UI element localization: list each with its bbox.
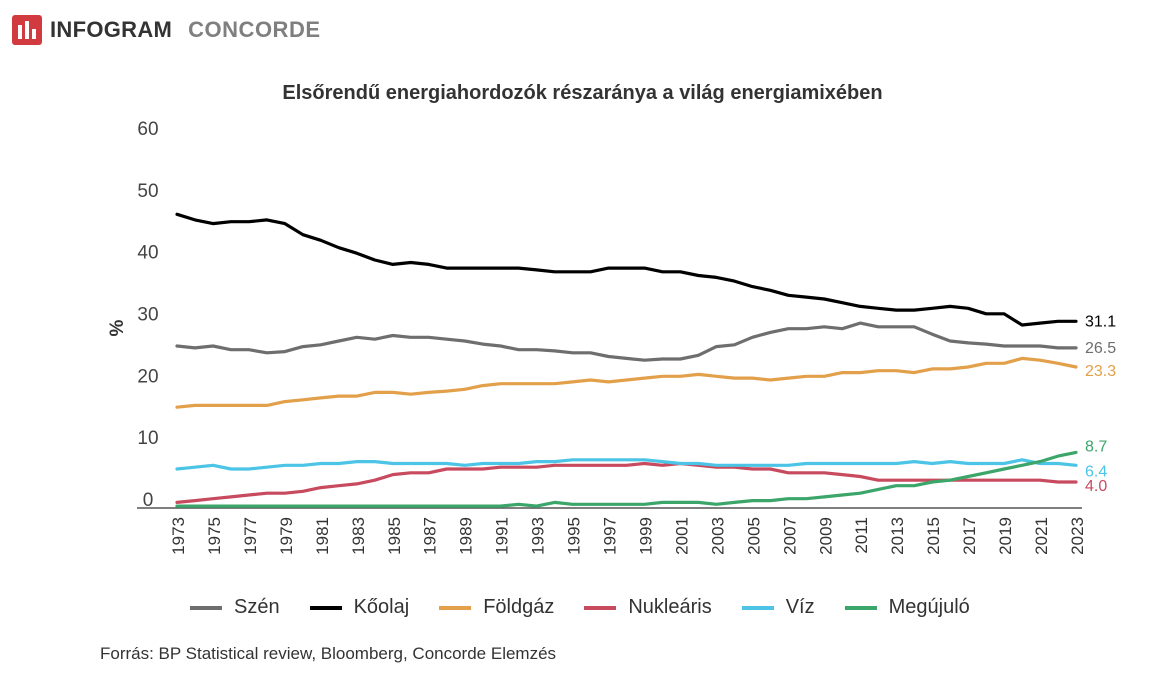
end-label-3: 4.0: [1085, 478, 1107, 495]
x-axis: 1973 1975 1977 1979 1981 1983 1985 1987 1989 1991…: [137, 507, 1087, 555]
x-tick-label-2023: 2023: [1068, 517, 1087, 555]
x-tick-label-2001: 2001: [672, 517, 691, 555]
series-line-0: [175, 321, 1078, 362]
end-label-1: 31.1: [1085, 313, 1116, 330]
end-labels: 26.5 31.1 23.3 4.06.4 8.7: [1085, 313, 1116, 495]
end-label-5: 8.7: [1085, 438, 1107, 455]
x-tick-label-1979: 1979: [277, 517, 296, 555]
x-tick-label-2007: 2007: [780, 517, 799, 555]
chart-title: Elsőrendű energiahordozók részaránya a v…: [282, 82, 883, 104]
legend-label: Víz: [785, 596, 815, 618]
legend-swatch: [309, 605, 342, 610]
x-tick-label-1975: 1975: [205, 517, 224, 555]
legend-item-4[interactable]: Víz: [741, 596, 815, 619]
end-label-2: 23.3: [1085, 363, 1116, 380]
x-tick-label-2005: 2005: [744, 517, 763, 555]
x-tick-label-2009: 2009: [816, 517, 835, 555]
x-tick-label-1999: 1999: [636, 517, 655, 555]
legend-item-5[interactable]: Megújuló: [844, 596, 970, 619]
x-tick-label-2017: 2017: [960, 517, 979, 555]
infogram-logo-icon: [12, 15, 42, 45]
y-axis-label: %: [107, 319, 128, 336]
y-axis: 0 10 20 30 40 50 60%: [107, 119, 159, 511]
series-line-1: [175, 212, 1078, 327]
legend-item-2[interactable]: Földgáz: [439, 596, 554, 619]
x-tick-label-1995: 1995: [565, 517, 584, 555]
legend-label: Szén: [234, 596, 280, 618]
legend-swatch: [439, 605, 472, 610]
end-label-4: 6.4: [1085, 463, 1107, 480]
x-tick-label-2019: 2019: [996, 517, 1015, 555]
legend-swatch: [584, 605, 617, 610]
x-tick-label-1987: 1987: [421, 517, 440, 555]
y-tick-label-20: 20: [137, 366, 158, 387]
legend-label: Megújuló: [888, 596, 970, 618]
series-line-5: [175, 450, 1078, 508]
y-tick-label-10: 10: [137, 428, 158, 449]
legend: Szén Kőolaj Földgáz Nukleáris Víz Megújuló: [190, 596, 1000, 619]
x-tick-label-1981: 1981: [313, 517, 332, 555]
x-tick-label-1991: 1991: [493, 517, 512, 555]
legend-label: Földgáz: [483, 596, 555, 618]
x-tick-label-2015: 2015: [924, 517, 943, 555]
x-tick-label-1997: 1997: [601, 517, 620, 555]
x-tick-label-2003: 2003: [708, 517, 727, 555]
legend-item-3[interactable]: Nukleáris: [584, 596, 712, 619]
legend-item-0[interactable]: Szén: [190, 596, 280, 619]
brand-partner: CONCORDE: [188, 17, 321, 42]
x-tick-label-2011: 2011: [852, 517, 871, 554]
x-tick-label-1985: 1985: [385, 517, 404, 555]
x-tick-label-1993: 1993: [529, 517, 548, 555]
legend-label: Kőolaj: [353, 596, 410, 618]
x-tick-label-1989: 1989: [457, 517, 476, 555]
x-tick-label-1973: 1973: [169, 517, 188, 555]
x-tick-label-1977: 1977: [241, 517, 260, 555]
series-line-4: [175, 458, 1078, 471]
x-tick-label-2021: 2021: [1032, 517, 1051, 555]
x-tick-label-1983: 1983: [349, 517, 368, 555]
series-line-2: [175, 356, 1078, 409]
legend-item-1[interactable]: Kőolaj: [309, 596, 410, 619]
brand: INFOGRAM CONCORDE: [12, 14, 321, 46]
brand-name: INFOGRAM: [50, 17, 173, 42]
series-lines: [175, 212, 1078, 508]
x-tick-label-2013: 2013: [888, 517, 907, 555]
y-tick-label-40: 40: [137, 243, 158, 264]
legend-label: Nukleáris: [628, 596, 712, 618]
end-label-0: 26.5: [1085, 340, 1116, 357]
legend-swatch: [190, 605, 222, 610]
source-note: Forrás: BP Statistical review, Bloomberg…: [100, 644, 557, 663]
y-tick-label-30: 30: [137, 305, 158, 326]
y-tick-label-60: 60: [137, 119, 158, 140]
legend-swatch: [741, 605, 774, 610]
y-tick-label-0: 0: [143, 490, 154, 511]
series-line-3: [175, 461, 1078, 504]
y-tick-label-50: 50: [137, 181, 158, 202]
legend-swatch: [844, 605, 877, 610]
